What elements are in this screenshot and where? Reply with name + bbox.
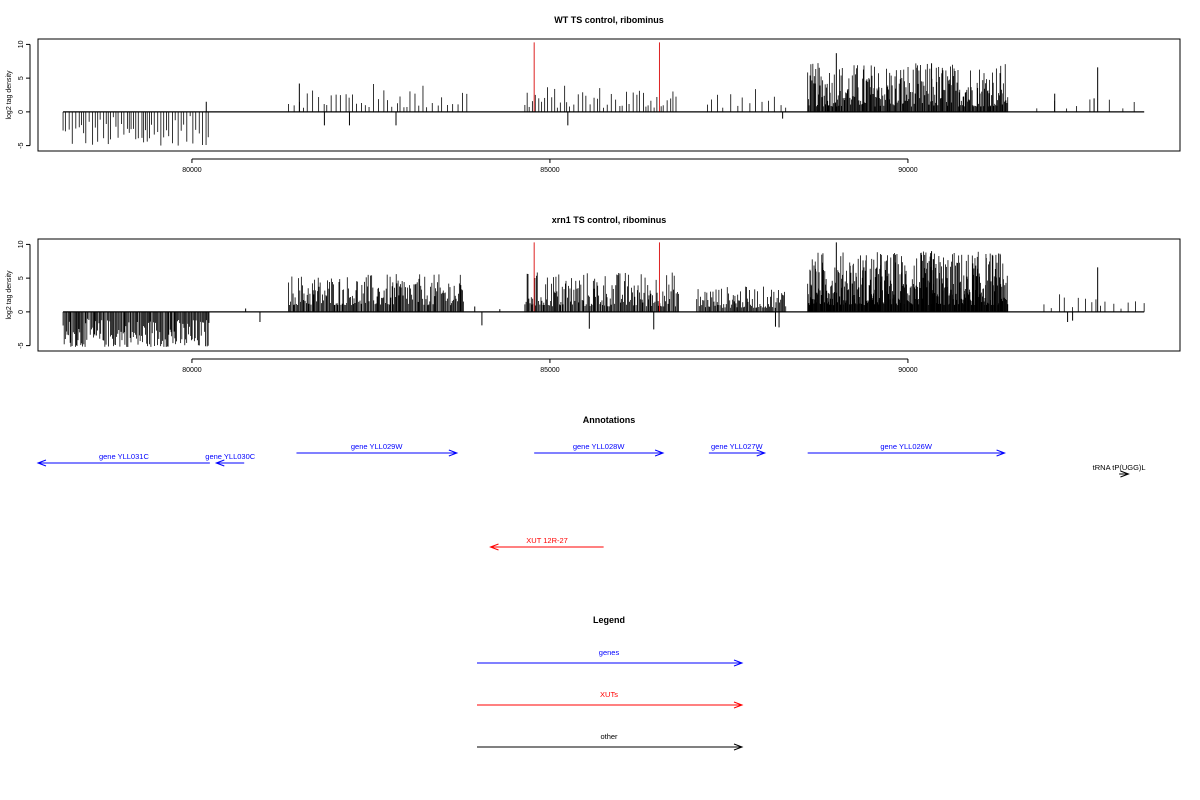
annotations-track: Annotations gene YLL031C gene YLL030Cgene… xyxy=(36,415,1146,551)
legend-title: Legend xyxy=(593,615,625,625)
panel-wt-highlight-lines xyxy=(533,42,660,112)
annotation-feature: gene YLL028W xyxy=(534,442,665,457)
arrow-head xyxy=(214,459,225,467)
legend-item: other xyxy=(477,732,744,751)
panel-wt-spikes xyxy=(205,53,1099,126)
annotation-label: tRNA tP(UGG)L xyxy=(1093,463,1146,472)
annotation-feature: gene YLL027W xyxy=(708,442,767,457)
x-tick-label: 90000 xyxy=(898,367,918,374)
panel-wt: WT TS control, ribominus log2 tag densit… xyxy=(6,15,1181,174)
annotation-label: gene YLL028W xyxy=(573,442,625,451)
panel-wt-coverage-bars xyxy=(62,63,1135,146)
arrow-head xyxy=(756,449,767,457)
annotation-label: gene YLL026W xyxy=(880,442,932,451)
panel-xrn1-ylabel: log2 tag density xyxy=(6,270,13,320)
legend: Legend genes XUTs other xyxy=(477,615,744,751)
y-tick-label: -5 xyxy=(18,142,25,148)
annotation-feature: gene YLL030C xyxy=(205,452,256,467)
annotation-label: gene YLL031C xyxy=(99,452,149,461)
panel-xrn1: xrn1 TS control, ribominus log2 tag dens… xyxy=(6,215,1181,374)
annotations-title: Annotations xyxy=(583,415,636,425)
annotation-feature: gene YLL026W xyxy=(807,442,1007,457)
arrow-head xyxy=(36,459,47,467)
annotation-feature: gene YLL029W xyxy=(296,442,459,457)
arrow-head xyxy=(448,449,459,457)
panel-xrn1-title: xrn1 TS control, ribominus xyxy=(552,215,667,225)
panel-xrn1-y-axis: -5 0 5 10 xyxy=(18,240,31,349)
panel-wt-frame xyxy=(37,38,1181,152)
y-tick-label: 5 xyxy=(18,276,25,280)
x-tick-label: 80000 xyxy=(182,367,202,374)
arrow-head xyxy=(733,701,744,709)
arrow-head xyxy=(489,543,499,551)
legend-label: other xyxy=(600,732,618,741)
arrow-head xyxy=(654,449,665,457)
y-tick-label: 0 xyxy=(18,310,25,314)
legend-label: XUTs xyxy=(600,690,618,699)
y-tick-label: 0 xyxy=(18,110,25,114)
legend-items: genes XUTs other xyxy=(477,648,744,751)
legend-item: genes xyxy=(477,648,744,667)
annotation-label: gene YLL029W xyxy=(351,442,403,451)
annotation-feature: tRNA tP(UGG)L xyxy=(1093,463,1146,478)
arrow-head xyxy=(996,449,1007,457)
arrow-head xyxy=(1120,470,1130,478)
x-tick-label: 80000 xyxy=(182,167,202,174)
arrow-head xyxy=(733,659,744,667)
panel-xrn1-highlight-lines xyxy=(533,242,660,312)
annotation-features: gene YLL031C gene YLL030C gene YLL029W gene… xyxy=(36,442,1146,551)
y-tick-label: 5 xyxy=(18,76,25,80)
legend-item: XUTs xyxy=(477,690,744,709)
arrow-head xyxy=(733,743,744,751)
annotation-label: gene YLL030C xyxy=(205,452,255,461)
panel-wt-x-axis: 80000 85000 90000 xyxy=(182,158,918,174)
panel-xrn1-frame xyxy=(37,238,1181,352)
y-tick-label: -5 xyxy=(18,342,25,348)
x-tick-label: 90000 xyxy=(898,167,918,174)
x-tick-label: 85000 xyxy=(540,167,560,174)
panel-wt-title: WT TS control, ribominus xyxy=(554,15,664,25)
y-tick-label: 10 xyxy=(18,240,25,248)
panel-xrn1-spikes xyxy=(245,242,1099,330)
annotation-label: XUT 12R-27 xyxy=(526,536,568,545)
panel-xrn1-x-axis: 80000 85000 90000 xyxy=(182,358,918,374)
x-tick-label: 85000 xyxy=(540,367,560,374)
annotation-label: gene YLL027W xyxy=(711,442,763,451)
y-tick-label: 10 xyxy=(18,40,25,48)
panel-wt-ylabel: log2 tag density xyxy=(6,70,13,120)
panel-wt-y-axis: -5 0 5 10 xyxy=(18,40,31,149)
annotation-feature: gene YLL031C xyxy=(36,452,210,467)
legend-label: genes xyxy=(599,648,620,657)
panel-xrn1-coverage-bars xyxy=(62,251,1145,347)
annotation-feature: XUT 12R-27 xyxy=(489,536,604,551)
